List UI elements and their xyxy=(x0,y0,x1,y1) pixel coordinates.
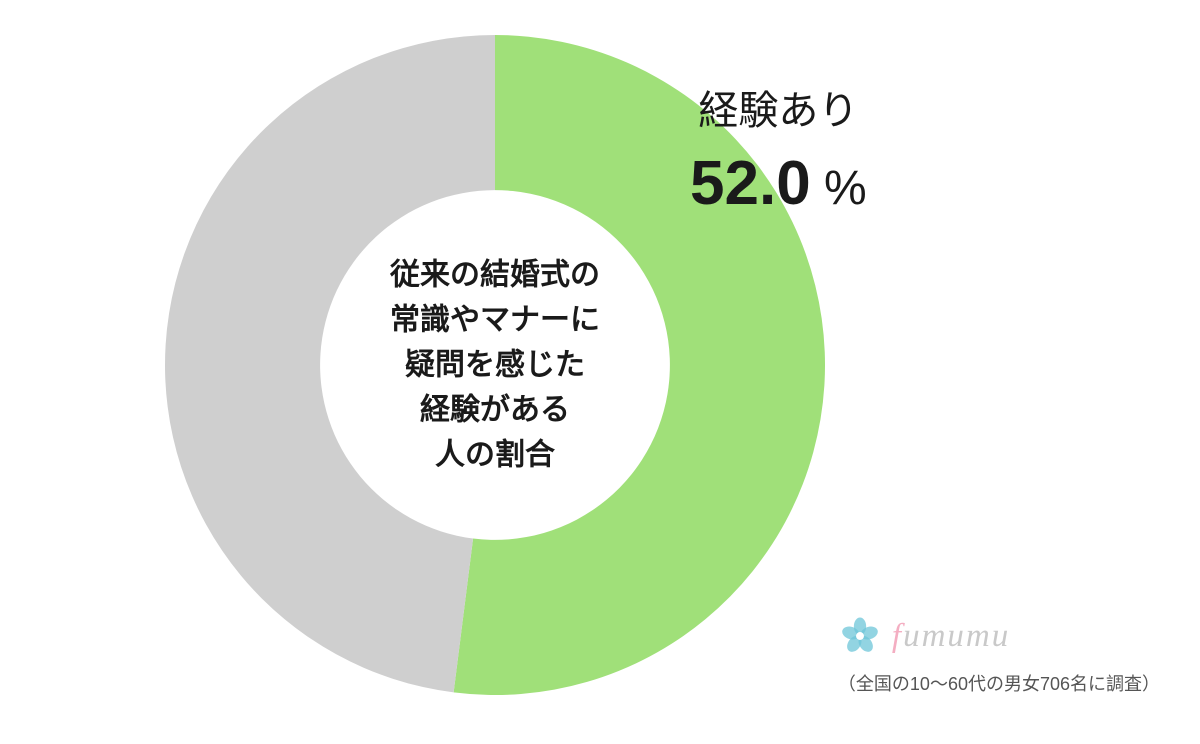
chart-center-label: 従来の結婚式の常識やマナーに疑問を感じた経験がある人の割合 xyxy=(345,253,645,478)
brand-logo: fumumu xyxy=(838,614,1160,658)
chart-highlight-label: 経験あり 52.0 % xyxy=(690,78,867,219)
highlight-label-value: 52.0 % xyxy=(690,148,867,219)
brand-name: fumumu xyxy=(892,618,1010,655)
brand-flower-icon xyxy=(838,614,882,658)
survey-footnote: （全国の10～60代の男女706名に調査） xyxy=(838,670,1160,696)
brand-area: fumumu （全国の10～60代の男女706名に調査） xyxy=(838,614,1160,696)
highlight-label-title: 経験あり xyxy=(690,78,867,136)
